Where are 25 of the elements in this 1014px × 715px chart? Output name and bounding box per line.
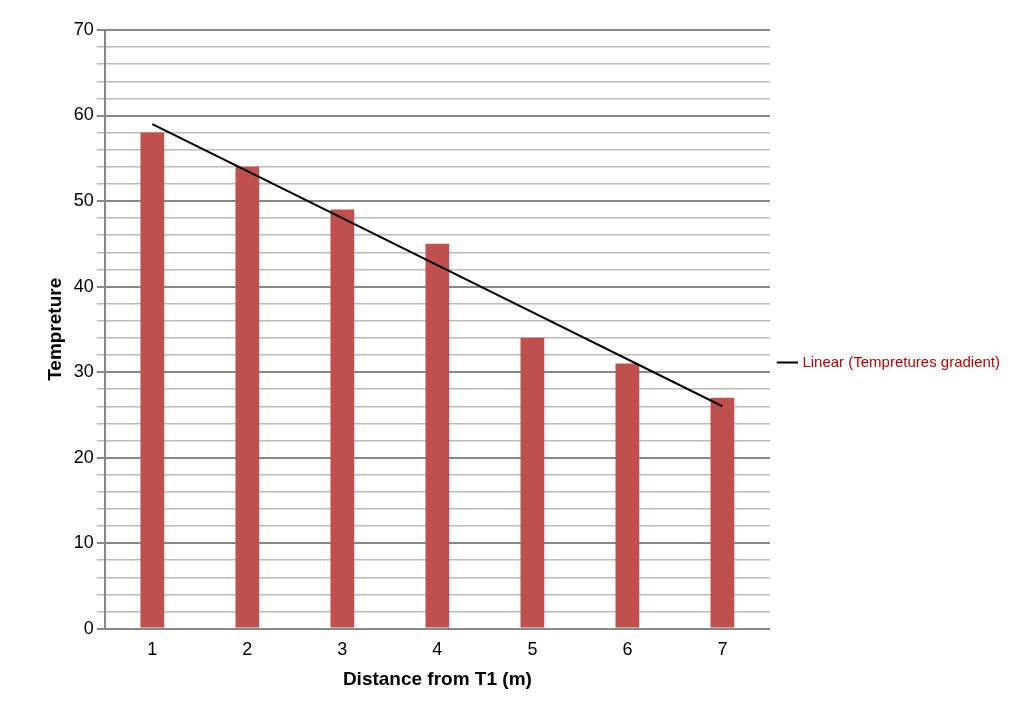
bar <box>140 132 165 628</box>
y-tick-label: 0 <box>83 617 94 638</box>
bar <box>710 397 735 628</box>
bar <box>520 337 545 628</box>
bar <box>330 209 355 628</box>
x-tick-label: 6 <box>622 639 633 660</box>
y-tick-label: 10 <box>73 532 94 553</box>
bar <box>615 363 640 628</box>
bar <box>425 243 450 628</box>
x-tick-label: 7 <box>717 639 728 660</box>
y-tick-label: 40 <box>73 275 94 296</box>
legend-label: Linear (Tempretures gradient) <box>802 352 1000 370</box>
y-tick-label: 60 <box>73 104 94 125</box>
x-tick-label: 2 <box>242 639 253 660</box>
x-axis-title: Distance from T1 (m) <box>342 667 532 689</box>
x-tick-label: 1 <box>147 639 158 660</box>
y-tick-label: 50 <box>73 190 94 210</box>
y-tick-label: 20 <box>73 446 94 467</box>
x-tick-label: 3 <box>337 639 348 660</box>
y-tick-label: 70 <box>73 18 94 39</box>
y-tick-label: 30 <box>73 361 94 382</box>
bar <box>235 166 260 628</box>
x-tick-label: 5 <box>527 639 538 660</box>
y-axis-title: Tempreture <box>43 277 65 381</box>
x-tick-label: 4 <box>432 639 443 660</box>
